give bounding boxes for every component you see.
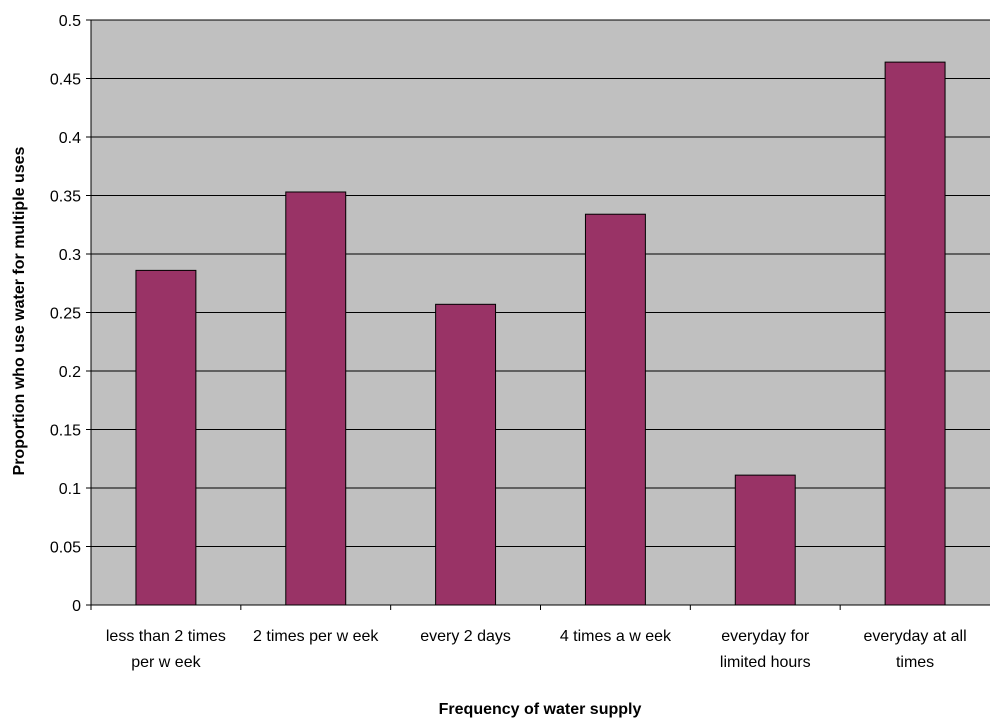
y-axis: 0 0.05 0.1 0.15 0.2 0.25 0.3 0.35 0.4 0.45 0.5 [50,13,92,615]
y-tick-label: 0.2 [59,364,81,381]
bar [135,269,197,606]
bar [435,303,497,606]
x-tick-label: every 2 days [420,628,511,645]
bar [584,213,646,606]
x-axis: less than 2 times per w eek 2 times per w … [90,604,990,671]
y-tick-label: 0.25 [50,306,81,323]
y-tick-label: 0.4 [59,130,81,147]
y-tick-label: 0.35 [50,189,81,206]
x-tick-label: less than 2 times per w eek [106,628,226,671]
y-tick-label: 0.15 [50,423,81,440]
y-tick-label: 0.45 [50,72,81,89]
y-tick-label: 0.05 [50,540,81,557]
x-tick-label: 4 times a w eek [560,628,672,645]
y-axis-title: Proportion who use water for multiple us… [11,146,28,475]
bars [135,61,946,606]
y-tick-label: 0 [72,598,81,615]
y-tick-label: 0.1 [59,481,81,498]
bar [285,191,347,606]
gridlines [91,19,990,547]
x-tick-label: everyday for limited hours [720,628,811,671]
bar [884,61,946,606]
bar [734,474,796,606]
x-tick-label: 2 times per w eek [253,628,379,645]
y-tick-label: 0.3 [59,247,81,264]
x-tick-label: everyday at all times [863,628,966,671]
x-axis-title: Frequency of water supply [439,701,642,718]
y-tick-label: 0.5 [59,13,81,30]
